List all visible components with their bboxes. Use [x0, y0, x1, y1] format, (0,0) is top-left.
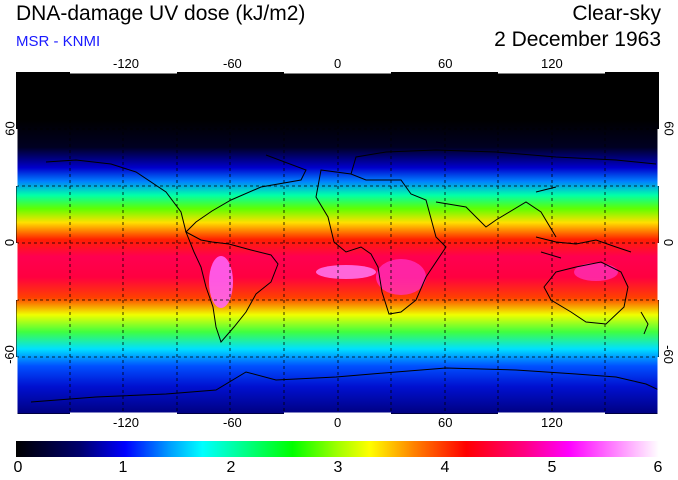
- australia-hotspot: [574, 263, 618, 281]
- graticule: [16, 72, 659, 414]
- lon-tick-bottom-neg60: -60: [223, 415, 242, 430]
- colorbar-label-4: 4: [440, 459, 450, 476]
- colorbar-label-0: 0: [13, 459, 23, 476]
- lon-tick-top-neg120: -120: [113, 56, 140, 71]
- data-source-label: MSR - KNMI: [16, 33, 101, 50]
- north-america-coast: [45, 154, 307, 233]
- uv-dose-map-svg: [16, 72, 659, 414]
- map-title: DNA-damage UV dose (kJ/m2): [16, 2, 306, 25]
- new-zealand-coast: [640, 311, 649, 335]
- sky-condition-label: Clear-sky: [572, 2, 661, 25]
- lon-tick-bottom-120: 120: [541, 415, 563, 430]
- lat-tick-left-neg60: -60: [1, 345, 17, 364]
- date-label: 2 December 1963: [494, 28, 661, 51]
- australia-coast: [543, 261, 629, 325]
- lat-tick-right-neg60: -60: [660, 345, 676, 364]
- colorbar-label-3: 3: [333, 459, 343, 476]
- lat-tick-right-60: 60: [661, 121, 677, 136]
- africa-coast: [315, 169, 447, 315]
- lat-tick-right-0: 0: [661, 238, 677, 247]
- colorbar: [16, 441, 659, 457]
- lon-tick-top-neg60: -60: [223, 56, 242, 71]
- south-america-coast: [185, 230, 279, 343]
- lon-tick-top-120: 120: [541, 56, 563, 71]
- andes-hotspot: [209, 256, 233, 308]
- lon-tick-bottom-neg120: -120: [113, 415, 140, 430]
- atlantic-hotspot: [316, 265, 376, 279]
- eurasia-coast: [350, 149, 657, 238]
- antarctica-coast: [30, 367, 659, 403]
- lon-tick-top-60: 60: [438, 56, 453, 71]
- maritime-continent-coast: [535, 236, 632, 259]
- lon-tick-bottom-0: 0: [334, 415, 342, 430]
- africa-hotspot: [376, 259, 426, 295]
- lon-tick-bottom-60: 60: [438, 415, 453, 430]
- colorbar-label-5: 5: [547, 459, 557, 476]
- lat-tick-left-0: 0: [2, 238, 18, 247]
- lon-tick-top-0: 0: [334, 56, 342, 71]
- colorbar-label-6: 6: [653, 459, 663, 476]
- coastlines: [30, 149, 659, 403]
- colorbar-label-1: 1: [118, 459, 128, 476]
- colorbar-label-2: 2: [226, 459, 236, 476]
- uv-dose-map: [16, 72, 659, 414]
